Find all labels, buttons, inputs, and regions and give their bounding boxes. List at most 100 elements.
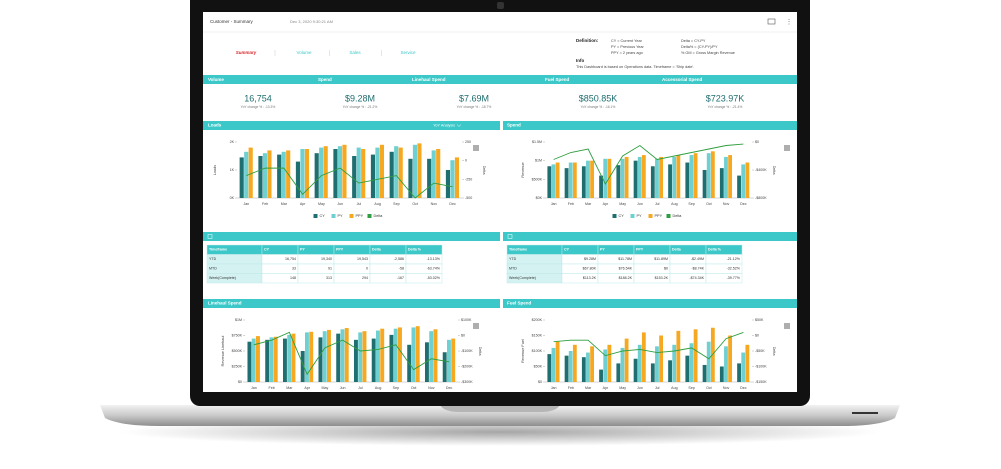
- bar: [624, 338, 629, 382]
- x-tick-label: Oct: [706, 202, 712, 206]
- bar: [599, 175, 603, 198]
- bar: [398, 327, 402, 382]
- y2-tick-label: $0: [461, 333, 465, 337]
- y-axis-title: Revenue Fuel: [521, 339, 525, 363]
- bar: [737, 175, 741, 198]
- table-icon: [207, 234, 213, 239]
- y2-tick-label: -$300K: [461, 380, 473, 384]
- bar: [555, 341, 560, 382]
- bar: [586, 160, 590, 198]
- legend-swatch: [313, 214, 318, 218]
- bar: [258, 156, 263, 198]
- legend-label: CY: [619, 214, 625, 218]
- definition: CY = Current Year: [611, 39, 643, 43]
- bar: [603, 158, 608, 198]
- bar: [737, 363, 741, 382]
- y2-tick-label: -$200K: [461, 364, 473, 368]
- y-tick-label: $250K: [232, 364, 243, 368]
- x-tick-label: Jan: [251, 386, 257, 390]
- y2-axis-title: Delta: [772, 347, 776, 357]
- legend-label: Delta: [374, 214, 384, 218]
- kpi-label: Linehaul Spend: [412, 77, 446, 82]
- section-bar: [203, 232, 500, 241]
- legend-swatch: [612, 214, 617, 218]
- x-tick-label: Jul: [358, 386, 363, 390]
- y-tick-label: $100K: [532, 349, 543, 353]
- table-value: YTD: [509, 257, 517, 261]
- bar: [323, 146, 328, 198]
- kpi-label: Fuel Spend: [545, 77, 570, 82]
- x-tick-label: Dec: [446, 386, 453, 390]
- bar: [352, 156, 357, 198]
- camera: [497, 2, 504, 9]
- bar: [728, 335, 733, 382]
- y-tick-label: 0K: [230, 196, 235, 200]
- kpi-change: YoY change % : -18.7%: [457, 105, 492, 109]
- table-value: -2,586: [394, 257, 404, 261]
- table-value: Week(Complete): [509, 276, 536, 280]
- kpi-label: Spend: [318, 77, 332, 82]
- bar: [433, 329, 438, 382]
- table-value: -32.52%: [727, 267, 741, 271]
- export-icon[interactable]: [767, 18, 776, 25]
- dropdown-arrow[interactable]: [456, 124, 462, 127]
- bar: [581, 166, 586, 198]
- y2-tick-label: -$800K: [755, 196, 767, 200]
- y-tick-label: $0: [238, 380, 242, 384]
- y-tick-label: 2K: [230, 140, 235, 144]
- tab: Summary: [236, 50, 257, 55]
- table-cell: [705, 273, 743, 284]
- x-tick-label: Aug: [671, 386, 677, 390]
- bar: [251, 338, 256, 382]
- x-tick-label: Sep: [688, 386, 694, 390]
- table-header: PY: [300, 248, 305, 252]
- timestamp: Dec 3, 2020 9:30:21 AM: [290, 19, 333, 24]
- x-tick-label: Dec: [740, 386, 747, 390]
- table-value: MTD: [209, 267, 217, 271]
- kpi-header-bar: [203, 75, 797, 84]
- y2-tick-label: -$100K: [461, 349, 473, 353]
- section-bar: [203, 299, 500, 308]
- table-value: -21.12%: [727, 257, 741, 261]
- bar: [322, 331, 327, 382]
- kpi-value: $850.85K: [579, 93, 618, 103]
- y2-axis-title: Delta: [482, 166, 486, 176]
- bar: [248, 147, 253, 198]
- bar: [702, 170, 707, 198]
- bar: [445, 170, 451, 198]
- x-tick-label: May: [321, 386, 328, 390]
- bar: [693, 153, 698, 198]
- x-tick-label: Jun: [337, 202, 343, 206]
- y-tick-label: $500K: [232, 349, 243, 353]
- bar: [599, 369, 603, 382]
- y-tick-label: $200K: [532, 318, 543, 322]
- y-tick-label: $750K: [232, 333, 243, 337]
- more-icon[interactable]: ⋮: [786, 20, 792, 26]
- y-axis-title: Revenue Linehaul: [221, 336, 225, 367]
- legend-label: CY: [320, 214, 326, 218]
- bar: [676, 155, 681, 198]
- x-tick-label: Apr: [603, 386, 609, 390]
- table-value: -13.13%: [427, 257, 441, 261]
- kpi-value: 16,754: [244, 93, 272, 103]
- bar: [685, 162, 690, 198]
- x-tick-label: Apr: [300, 202, 306, 206]
- bar: [337, 146, 343, 198]
- bar: [300, 351, 305, 382]
- x-tick-label: Jan: [243, 202, 249, 206]
- bar: [728, 155, 733, 198]
- bar: [641, 155, 646, 198]
- bar: [281, 151, 286, 198]
- table-header: CY: [564, 248, 570, 252]
- x-tick-label: Jun: [637, 202, 643, 206]
- table-value: $113.2K: [583, 276, 597, 280]
- bar: [568, 162, 573, 198]
- bar: [436, 149, 441, 198]
- bar: [689, 343, 694, 382]
- table-value: 19,543: [357, 257, 368, 261]
- bar: [304, 149, 310, 198]
- bar: [291, 333, 296, 382]
- bar: [304, 332, 309, 382]
- bar: [741, 164, 746, 198]
- bar: [590, 160, 595, 198]
